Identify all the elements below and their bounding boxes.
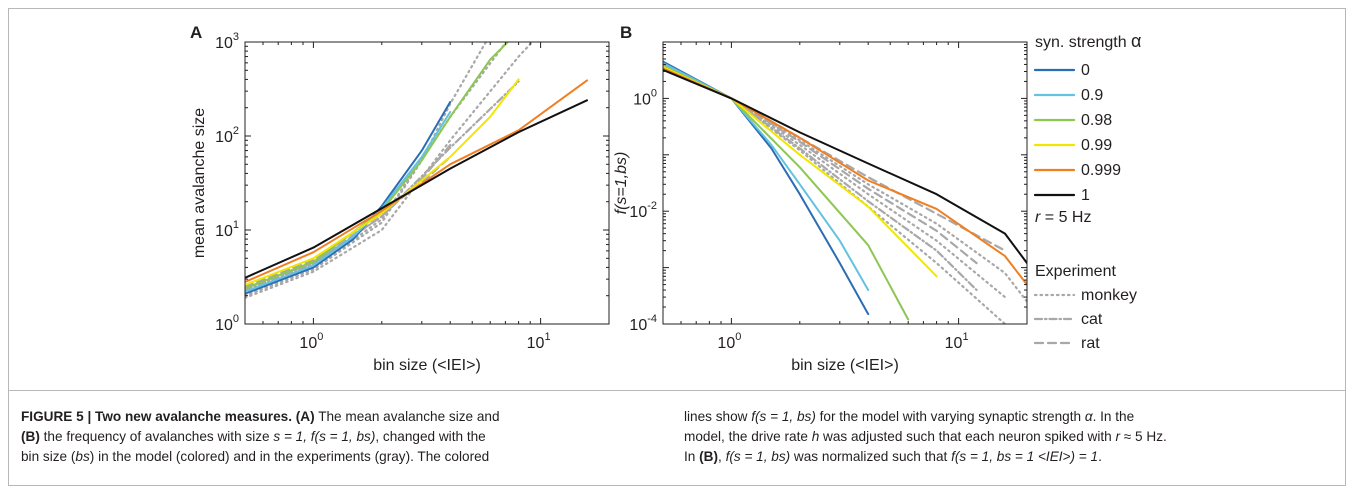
caption-math: bs [75,449,90,464]
caption-math: f(s = 1, bs = 1 <IEI>) = 1 [951,449,1099,464]
series-line-rat [245,144,452,290]
caption-text: model, the drive rate [684,429,812,444]
panel-b-ylabel: f(s=1,bs) [613,152,630,215]
panel-b-xlabel: bin size (<IEI>) [791,357,899,374]
panel-b-series [663,60,1027,324]
caption-ref-a: (A) [295,409,315,424]
caption-ref-b: (B) [21,429,40,444]
legend-label: monkey [1081,287,1137,304]
caption-text: In [684,449,700,464]
y-tick-label: 100 [215,313,239,334]
legend-title: syn. strength α [1035,31,1141,51]
series-line-0-99 [245,78,520,286]
panel-b-axes-box [662,41,1028,325]
caption-divider [8,390,1346,391]
caption-ref-b: (B) [699,449,718,464]
panel-a-ticks: 100 101 100 101 102 103 [215,31,610,352]
series-line-0-98 [663,64,910,321]
series-line-0-98 [245,42,510,290]
legend: syn. strength α 0 0.9 0.98 0.99 0.999 1 r = 5… [1033,31,1141,352]
series-line-monkey [663,63,1007,299]
series-line-monkey [245,42,508,297]
caption-text: bin size ( [21,449,76,464]
caption-math: f(s = 1, bs) [751,409,816,424]
figure-frame [8,8,1346,486]
panel-a: A 100 101 100 101 102 103 bin size (<IEI>) me… [190,23,610,374]
panel-b-label: B [620,23,632,42]
legend-experiment-items: monkey cat rat [1033,287,1137,352]
caption-text: . [1098,449,1102,464]
caption-text: ) in the model (colored) and in the expe… [89,449,490,464]
caption-text: , changed with the [375,429,486,444]
y-tick-label: 10-4 [629,313,657,334]
legend-experiment-title: Experiment [1035,263,1116,280]
caption-text: ≈ 5 Hz. [1120,429,1167,444]
legend-rate: r = 5 Hz [1035,209,1091,226]
caption-text: was adjusted such that each neuron spike… [819,429,1116,444]
caption-text: lines show [684,409,752,424]
panel-b: B 100 101 10-4 10-2 100 bin size (<IEI>) f(s… [613,23,1028,374]
series-line-0-99 [663,66,938,278]
caption-math: f(s = 1, bs) [725,449,791,464]
caption-math: h [811,429,820,444]
series-line-1 [663,68,1027,265]
caption-text: , [718,449,726,464]
legend-label: 0.98 [1081,112,1112,129]
caption-line: model, the drive rate h was adjusted suc… [684,427,1336,447]
legend-label: 0.99 [1081,137,1112,154]
x-tick-label: 100 [299,331,323,352]
series-line-monkey [663,63,1007,324]
caption-text: The mean avalanche size and [318,409,500,424]
legend-alpha-items: 0 0.9 0.98 0.99 0.999 1 [1033,62,1121,204]
x-tick-label: 100 [717,331,741,352]
y-tick-label: 10-2 [629,200,657,221]
panel-b-ticks: 100 101 10-4 10-2 100 [629,41,1028,352]
caption-right: lines show f(s = 1, bs) for the model wi… [684,407,1336,467]
caption-text: . In the [1092,409,1135,424]
caption-text: for the model with varying synaptic stre… [815,409,1085,424]
panel-a-ylabel: mean avalanche size [191,108,208,258]
y-tick-label: 103 [215,31,239,52]
series-line-monkey [245,42,534,299]
caption-line: FIGURE 5 | Two new avalanche measures. (… [21,407,671,427]
series-line-0 [663,60,870,316]
caption-line: In (B), f(s = 1, bs) was normalized such… [684,447,1336,467]
y-tick-label: 101 [215,219,239,240]
caption-figure-label: FIGURE 5 | Two new avalanche measures. [21,409,292,424]
series-line-1 [245,99,588,279]
legend-label: 1 [1081,187,1090,204]
caption-left: FIGURE 5 | Two new avalanche measures. (… [21,407,671,467]
panel-a-label: A [190,23,202,42]
series-line-monkey [245,42,488,297]
caption-math: α [1084,409,1093,424]
y-tick-label: 102 [215,125,239,146]
caption-line: lines show f(s = 1, bs) for the model wi… [684,407,1336,427]
caption-math: s = 1, f(s = 1, bs) [273,429,376,444]
legend-label: 0.9 [1081,87,1103,104]
legend-label: 0.999 [1081,162,1121,179]
caption-line: (B) the frequency of avalanches with siz… [21,427,671,447]
panel-a-axes-box [244,41,610,325]
legend-label: cat [1081,311,1103,328]
panel-a-series [245,42,588,299]
caption-text: was normalized such that [790,449,952,464]
caption-math: r [1115,429,1121,444]
series-line-rat [245,155,452,288]
x-tick-label: 101 [945,331,969,352]
caption-line: bin size (bs) in the model (colored) and… [21,447,671,467]
legend-label: rat [1081,335,1100,352]
x-tick-label: 101 [527,331,551,352]
y-tick-label: 100 [633,87,657,108]
caption-text: the frequency of avalanches with size [43,429,274,444]
series-line-rat [663,65,978,265]
panel-a-xlabel: bin size (<IEI>) [373,357,481,374]
series-line-monkey [663,65,1027,303]
legend-label: 0 [1081,62,1090,79]
